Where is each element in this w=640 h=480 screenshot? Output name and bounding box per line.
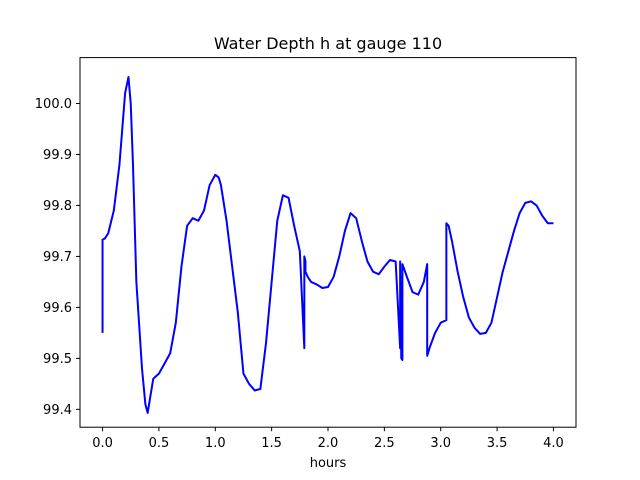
plot-border <box>79 57 577 428</box>
y-tick-label: 99.9 <box>43 148 72 163</box>
y-tick-label: 99.6 <box>43 301 72 316</box>
y-tick-label: 100.0 <box>35 97 72 112</box>
x-tick-label: 1.0 <box>205 436 226 451</box>
y-tick-label: 99.5 <box>43 352 72 367</box>
x-tick-label: 2.0 <box>318 436 339 451</box>
x-tick-label: 3.0 <box>430 436 451 451</box>
plot-area <box>80 57 576 428</box>
water-depth-line <box>101 75 554 414</box>
x-tick-label: 0.5 <box>149 436 170 451</box>
x-tick-label: 4.0 <box>543 436 564 451</box>
x-tick-label: 2.5 <box>374 436 395 451</box>
x-tick-label: 3.5 <box>487 436 508 451</box>
x-axis-label: hours <box>310 456 347 471</box>
x-tick-label: 1.5 <box>261 436 282 451</box>
y-tick-label: 99.7 <box>43 250 72 265</box>
y-tick-label: 99.8 <box>43 199 72 214</box>
y-axis: 99.4 99.5 99.6 99.7 99.8 99.9 100.0 <box>35 97 80 418</box>
y-tick-label: 99.4 <box>43 403 72 418</box>
x-axis: 0.0 0.5 1.0 1.5 2.0 2.5 3.0 3.5 4.0 <box>92 427 564 451</box>
chart-title: Water Depth h at gauge 110 <box>214 34 442 53</box>
x-tick-label: 0.0 <box>92 436 113 451</box>
